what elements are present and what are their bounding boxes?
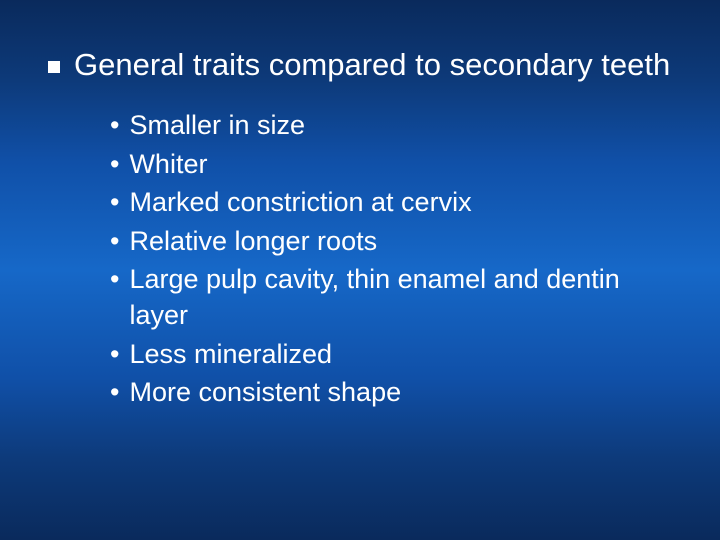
list-item-text: More consistent shape xyxy=(129,374,401,410)
sub-bullet-list: • Smaller in size • Whiter • Marked cons… xyxy=(110,107,680,411)
list-item-text: Smaller in size xyxy=(129,107,305,143)
bullet-icon: • xyxy=(110,374,119,410)
square-bullet-icon xyxy=(48,61,60,73)
list-item-text: Less mineralized xyxy=(129,336,332,372)
heading-text: General traits compared to secondary tee… xyxy=(74,45,670,85)
list-item: • Marked constriction at cervix xyxy=(110,184,680,220)
list-item: • More consistent shape xyxy=(110,374,680,410)
bullet-icon: • xyxy=(110,184,119,220)
heading-row: General traits compared to secondary tee… xyxy=(48,45,680,85)
list-item-text: Whiter xyxy=(129,146,207,182)
bullet-icon: • xyxy=(110,223,119,259)
list-item: • Less mineralized xyxy=(110,336,680,372)
list-item: • Whiter xyxy=(110,146,680,182)
list-item: • Smaller in size xyxy=(110,107,680,143)
list-item: • Large pulp cavity, thin enamel and den… xyxy=(110,261,680,334)
bullet-icon: • xyxy=(110,261,119,297)
list-item-text: Marked constriction at cervix xyxy=(129,184,471,220)
list-item-text: Relative longer roots xyxy=(129,223,377,259)
bullet-icon: • xyxy=(110,146,119,182)
bullet-icon: • xyxy=(110,336,119,372)
bullet-icon: • xyxy=(110,107,119,143)
list-item: • Relative longer roots xyxy=(110,223,680,259)
list-item-text: Large pulp cavity, thin enamel and denti… xyxy=(129,261,680,334)
